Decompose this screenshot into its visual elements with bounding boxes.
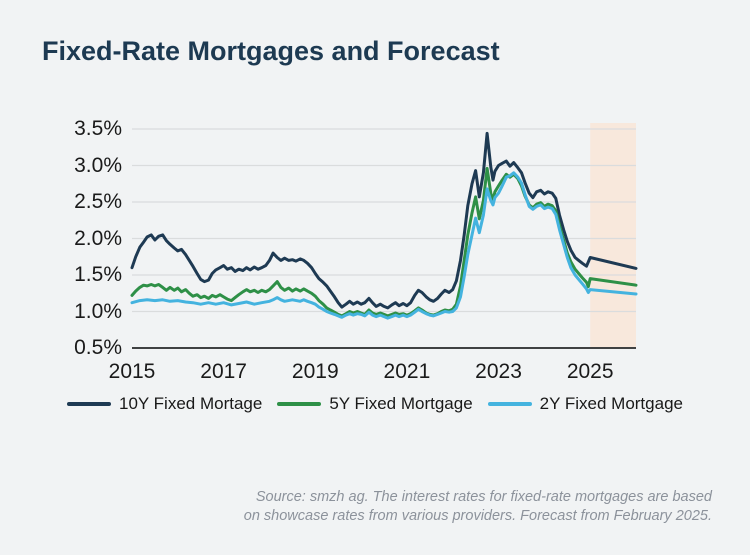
source-note-line-2: on showcase rates from various providers… bbox=[243, 508, 712, 524]
y-tick-label: 3.5% bbox=[74, 117, 122, 140]
y-tick-label: 2.0% bbox=[74, 226, 122, 250]
legend-line-swatch-icon bbox=[487, 402, 532, 406]
source-note-line-1: Source: smzh ag. The interest rates for … bbox=[255, 489, 712, 505]
legend-item: 2Y Fixed Mortgage bbox=[487, 394, 683, 414]
page-title: Fixed-Rate Mortgages and Forecast bbox=[42, 36, 500, 66]
source-note: Source: smzh ag. The interest rates for … bbox=[192, 488, 712, 526]
x-tick-label: 2017 bbox=[200, 360, 247, 383]
x-tick-label: 2025 bbox=[566, 360, 614, 383]
legend-item: 10Y Fixed Mortage bbox=[67, 394, 262, 414]
forecast-band bbox=[590, 123, 636, 348]
legend-label: 10Y Fixed Mortage bbox=[119, 394, 263, 413]
series-line-5y bbox=[130, 166, 638, 318]
legend-line-swatch-icon bbox=[277, 402, 322, 406]
chart-legend: 10Y Fixed Mortage 5Y Fixed Mortgage 2Y Fix… bbox=[0, 394, 750, 414]
series-line-10y bbox=[130, 131, 638, 310]
y-tick-label: 2.5% bbox=[74, 190, 122, 213]
legend-label: 5Y Fixed Mortgage bbox=[329, 394, 473, 413]
x-tick-label: 2021 bbox=[383, 360, 431, 383]
legend-line-swatch-icon bbox=[67, 402, 111, 406]
y-tick-label: 1.5% bbox=[74, 263, 122, 286]
y-tick-label: 3.0% bbox=[74, 153, 122, 177]
y-tick-label: 0.5% bbox=[74, 336, 122, 359]
series-line-2y bbox=[130, 171, 638, 320]
x-tick-label: 2019 bbox=[291, 360, 339, 383]
legend-item: 5Y Fixed Mortgage bbox=[277, 394, 473, 414]
x-tick-label: 2023 bbox=[475, 360, 522, 383]
legend-label: 2Y Fixed Mortgage bbox=[539, 394, 683, 413]
x-tick-label: 2015 bbox=[108, 360, 156, 383]
y-tick-label: 1.0% bbox=[74, 299, 122, 323]
